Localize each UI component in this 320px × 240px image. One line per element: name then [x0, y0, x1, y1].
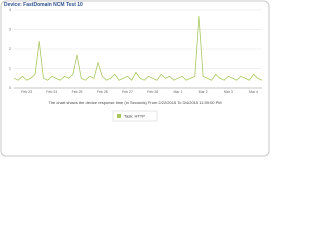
x-tick-label: Mar 1: [173, 90, 182, 94]
chart: Device: FastDomain NCM Test 10 The chart…: [0, 0, 270, 157]
caption: The chart shows the device response time…: [48, 100, 221, 105]
legend-label: Task: HTTP: [124, 113, 145, 118]
chart-title: Device: FastDomain NCM Test 10: [4, 2, 83, 8]
y-tick-label: 1: [9, 66, 11, 70]
legend-swatch: [117, 114, 121, 118]
x-tick-label: Feb 24: [46, 90, 57, 94]
legend: [112, 110, 158, 122]
x-tick-label: Feb 25: [72, 90, 83, 94]
panel: [0, 0, 270, 157]
x-tick-label: Feb 23: [21, 90, 32, 94]
x-tick-label: Feb 26: [97, 90, 108, 94]
x-tick-label: Feb 28: [147, 90, 158, 94]
line: [13, 15, 263, 81]
y-tick-label: 3: [9, 27, 11, 31]
page: {"chart_data": {"type": "line", "title":…: [0, 0, 270, 157]
x-tick-label: Feb 27: [122, 90, 133, 94]
y-tick-label: 0: [9, 86, 11, 90]
x-tick-label: Mar 2: [199, 90, 208, 94]
x-tick-label: Mar 3: [224, 90, 233, 94]
y-tick-label: 4: [9, 8, 11, 12]
x-tick-label: Mar 4: [249, 90, 258, 94]
y-tick-label: 2: [9, 47, 11, 51]
